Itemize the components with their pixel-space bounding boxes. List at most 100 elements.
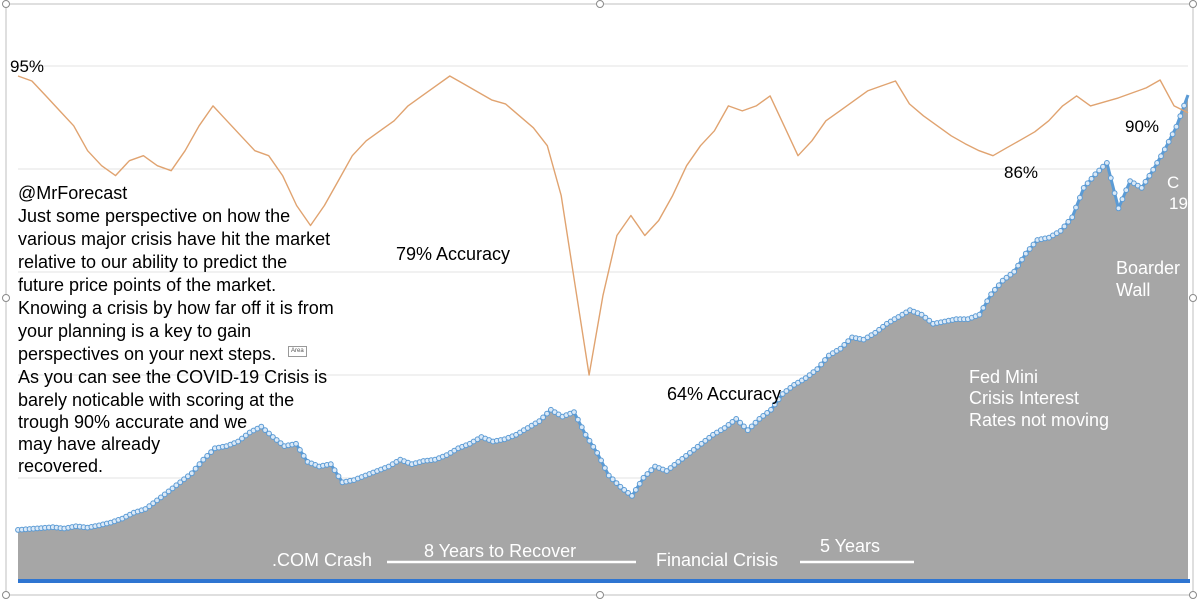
market-price-point — [1142, 178, 1149, 185]
market-price-point — [1084, 180, 1091, 187]
annotation-five-years: 5 Years — [820, 536, 880, 556]
market-price-point — [756, 416, 763, 422]
market-price-point — [1077, 194, 1083, 201]
market-price-point — [752, 419, 759, 426]
annotation-86: 86% — [1004, 163, 1038, 182]
market-price-point — [158, 494, 164, 501]
market-price-point — [578, 424, 585, 431]
market-price-point — [876, 326, 882, 333]
commentary-line: various major crisis have hit the market — [18, 229, 330, 249]
market-price-point — [1061, 223, 1068, 230]
market-price-point — [1181, 102, 1187, 109]
market-price-point — [679, 456, 686, 462]
resize-handle-left[interactable] — [2, 294, 10, 302]
annotation-64: 64% Accuracy — [667, 384, 781, 404]
market-price-point — [235, 438, 242, 445]
market-price-point — [331, 467, 338, 474]
commentary-line: perspectives on your next steps. — [18, 344, 276, 364]
market-price-point — [702, 437, 709, 444]
market-price-point — [582, 431, 589, 438]
commentary-text-block: @MrForecast Just some perspective on how… — [18, 183, 334, 476]
commentary-line: relative to our ability to predict the — [18, 252, 287, 272]
commentary-line: As you can see the COVID-19 Crisis is — [18, 367, 327, 387]
resize-handle-top[interactable] — [596, 0, 604, 8]
market-price-point — [771, 401, 778, 408]
market-price-point — [625, 490, 631, 496]
market-price-point — [1111, 190, 1118, 197]
market-price-point — [872, 329, 879, 336]
market-price-point — [544, 410, 550, 417]
market-price-point — [177, 479, 184, 486]
market-price-point — [609, 476, 616, 483]
market-price-point — [648, 467, 655, 474]
market-price-point — [814, 366, 821, 373]
market-price-point — [161, 491, 168, 498]
market-price-point — [683, 453, 689, 459]
market-price-point — [1011, 268, 1018, 275]
market-price-point — [1096, 167, 1103, 174]
market-price-point — [181, 476, 187, 483]
resize-handle-bottom[interactable] — [596, 591, 604, 599]
resize-handle-bottom-right[interactable] — [1189, 591, 1197, 599]
market-price-point — [694, 443, 701, 450]
market-price-point — [165, 488, 172, 495]
market-price-point — [204, 453, 211, 459]
market-price-point — [586, 437, 593, 444]
market-price-point — [1138, 185, 1145, 191]
commentary-line: your planning is a key to gain — [18, 321, 251, 341]
market-price-point — [636, 480, 643, 487]
market-price-point — [1150, 166, 1157, 173]
market-price-point — [644, 471, 651, 477]
market-price-point — [536, 418, 543, 425]
market-price-point — [1115, 205, 1122, 212]
market-price-point — [995, 282, 1002, 289]
market-price-point — [590, 443, 597, 450]
market-price-point — [173, 482, 180, 489]
market-price-point — [169, 485, 176, 492]
market-price-point — [1015, 262, 1021, 269]
market-price-point — [196, 461, 203, 468]
market-price-point — [984, 298, 991, 305]
market-price-point — [605, 472, 612, 479]
resize-handle-top-left[interactable] — [2, 0, 10, 8]
market-price-point — [845, 338, 852, 345]
market-price-point — [1080, 185, 1087, 191]
annotation-wall-line-2: Wall — [1116, 280, 1150, 300]
market-price-point — [690, 447, 697, 453]
commentary-line: @MrForecast — [18, 183, 127, 203]
market-price-point — [1069, 214, 1076, 221]
market-price-point — [721, 425, 728, 431]
market-price-point — [142, 506, 149, 512]
market-price-point — [880, 323, 886, 330]
annotation-c-line-2: 19 — [1169, 194, 1188, 213]
market-price-point — [1100, 163, 1106, 170]
market-price-point — [729, 419, 736, 425]
market-price-point — [150, 500, 157, 507]
market-price-point — [837, 345, 844, 352]
annotation-79: 79% Accuracy — [396, 244, 510, 264]
market-price-point — [629, 493, 635, 499]
market-price-point — [768, 406, 774, 413]
resize-handle-top-right[interactable] — [1189, 0, 1197, 8]
market-price-point — [613, 480, 620, 487]
market-price-point — [976, 311, 983, 318]
market-price-point — [617, 483, 624, 490]
resize-handle-bottom-left[interactable] — [2, 591, 10, 599]
market-price-point — [779, 391, 786, 397]
commentary-line: barely noticable with scoring at the — [18, 390, 294, 410]
market-price-point — [764, 410, 770, 416]
commentary-line: Knowing a crisis by how far off it is fr… — [18, 298, 334, 318]
market-price-area — [18, 95, 1188, 581]
annotation-fed-line-3: Rates not moving — [969, 410, 1109, 430]
resize-handle-right[interactable] — [1189, 294, 1197, 302]
market-price-point — [335, 473, 342, 480]
market-price-point — [1154, 160, 1160, 166]
market-price-point — [1065, 218, 1072, 225]
market-price-point — [239, 435, 245, 442]
market-price-point — [258, 423, 265, 430]
market-price-point — [999, 277, 1006, 284]
market-price-point — [748, 423, 755, 430]
market-price-point — [1104, 160, 1110, 166]
